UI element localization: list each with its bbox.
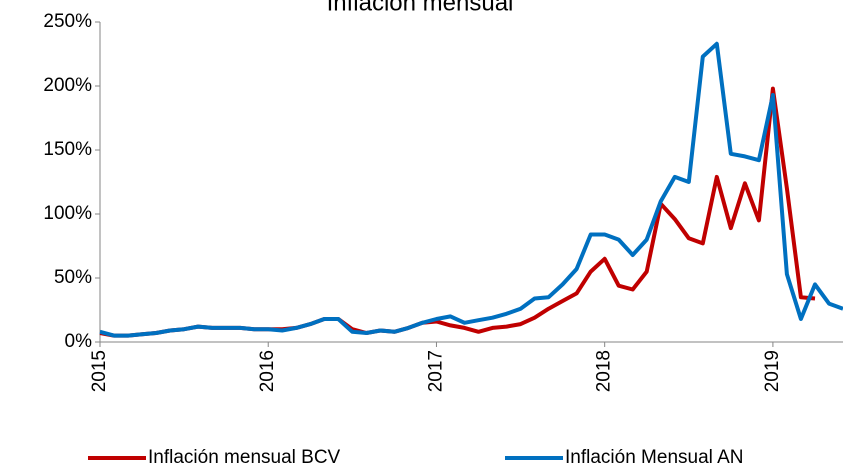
- y-tick-label: 50%: [54, 267, 92, 288]
- y-tick-label: 100%: [43, 203, 92, 224]
- series-line: [99, 86, 816, 338]
- y-tick-label: 200%: [43, 75, 92, 96]
- chart-title: Inflación mensual: [327, 0, 514, 16]
- x-tick-label: 2018: [594, 350, 615, 392]
- series-line: [99, 41, 843, 338]
- x-tick-label: 2016: [257, 350, 278, 392]
- legend-label: Inflación Mensual AN: [565, 447, 744, 468]
- x-tick-label: 2015: [89, 350, 110, 392]
- x-tick-label: 2017: [425, 350, 446, 392]
- x-tick-label: 2019: [762, 350, 783, 392]
- y-tick-label: 0%: [65, 331, 93, 352]
- y-tick-label: 150%: [43, 139, 92, 160]
- y-tick-label: 250%: [43, 11, 92, 32]
- legend-label: Inflación mensual BCV: [148, 447, 341, 468]
